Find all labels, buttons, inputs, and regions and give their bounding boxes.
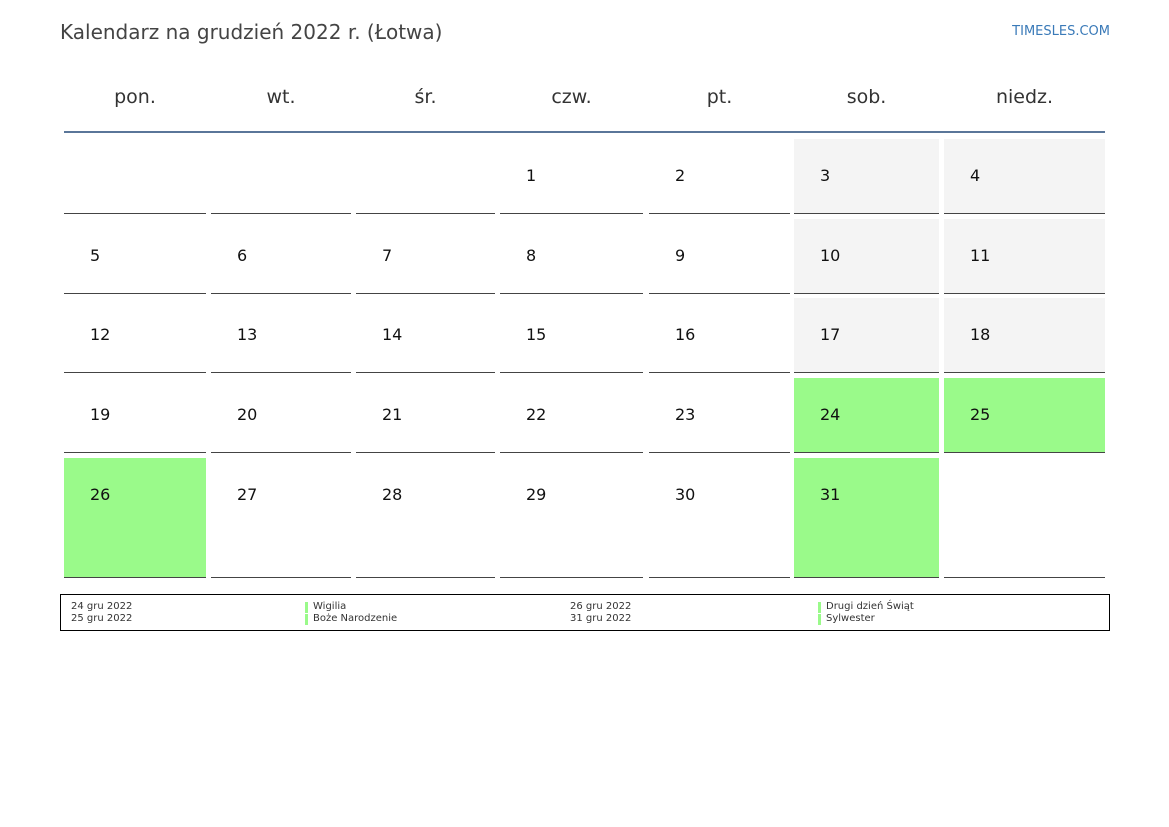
day-cell: 16: [649, 298, 790, 373]
day-number: 8: [526, 246, 537, 265]
weekday: śr.: [414, 86, 437, 108]
day-number: 27: [237, 485, 258, 504]
day-number: 11: [970, 246, 991, 265]
day-number: 24: [820, 405, 841, 424]
day-number: 5: [90, 246, 101, 265]
day-number: 12: [90, 325, 111, 344]
day-cell: 4: [944, 139, 1105, 214]
title: Kalendarz na grudzień 2022 r. (Łotwa): [60, 20, 443, 44]
day-cell: 5: [64, 219, 206, 294]
day-number: 30: [675, 485, 696, 504]
day-number: 7: [382, 246, 393, 265]
day-cell: 1: [500, 139, 643, 214]
holiday-name: Wigilia: [313, 601, 347, 612]
day-number: 23: [675, 405, 696, 424]
day-number: 13: [237, 325, 258, 344]
day-cell: 8: [500, 219, 643, 294]
day-cell: [944, 458, 1105, 578]
holiday-name: Sylwester: [826, 613, 875, 624]
day-number: 29: [526, 485, 547, 504]
day-cell: 6: [211, 219, 351, 294]
day-number: 19: [90, 405, 111, 424]
day-cell: 2: [649, 139, 790, 214]
holiday-name: Drugi dzień Świąt: [826, 601, 914, 612]
holiday-name: Boże Narodzenie: [313, 613, 398, 624]
day-cell: 22: [500, 378, 643, 453]
legend-box: 24 gru 2022 Wigilia 25 gru 2022 Boże Narodz…: [60, 594, 1110, 631]
holiday-date: 26 gru 2022: [570, 601, 632, 612]
day-cell: 12: [64, 298, 206, 373]
day-cell: 11: [944, 219, 1105, 294]
day-cell: 23: [649, 378, 790, 453]
day-number: 4: [970, 166, 981, 185]
day-number: 17: [820, 325, 841, 344]
day-cell: 19: [64, 378, 206, 453]
day-cell: 18: [944, 298, 1105, 373]
day-cell: 24: [794, 378, 939, 453]
weekday: czw.: [551, 86, 592, 108]
day-cell: 14: [356, 298, 495, 373]
day-number: 2: [675, 166, 686, 185]
day-cell: 13: [211, 298, 351, 373]
day-number: 20: [237, 405, 258, 424]
day-cell: [211, 139, 351, 214]
day-cell: [64, 139, 206, 214]
day-cell: 9: [649, 219, 790, 294]
header-rule: [64, 131, 1105, 133]
weekday: sob.: [846, 86, 887, 108]
day-cell: 21: [356, 378, 495, 453]
day-cell: 27: [211, 458, 351, 578]
day-number: 22: [526, 405, 547, 424]
day-number: 15: [526, 325, 547, 344]
holiday-date: 24 gru 2022: [71, 601, 133, 612]
brand-link[interactable]: TIMESLES.COM: [1012, 24, 1110, 39]
holiday-marker: [818, 614, 821, 625]
weekday: pt.: [706, 86, 733, 108]
holiday-marker: [818, 602, 821, 613]
day-cell: 30: [649, 458, 790, 578]
day-number: 6: [237, 246, 248, 265]
day-cell: 28: [356, 458, 495, 578]
day-number: 9: [675, 246, 686, 265]
day-cell: 3: [794, 139, 939, 214]
day-cell: 31: [794, 458, 939, 578]
weekday: pon.: [114, 86, 156, 108]
holiday-marker: [305, 602, 308, 613]
weekday: niedz.: [995, 86, 1054, 108]
day-cell: 26: [64, 458, 206, 578]
day-number: 28: [382, 485, 403, 504]
day-number: 18: [970, 325, 991, 344]
day-number: 16: [675, 325, 696, 344]
weekday: wt.: [266, 86, 296, 108]
day-number: 10: [820, 246, 841, 265]
day-number: 26: [90, 485, 111, 504]
day-number: 21: [382, 405, 403, 424]
day-number: 3: [820, 166, 831, 185]
holiday-date: 25 gru 2022: [71, 613, 133, 624]
day-number: 14: [382, 325, 403, 344]
day-number: 25: [970, 405, 991, 424]
day-cell: 20: [211, 378, 351, 453]
day-number: 1: [526, 166, 537, 185]
day-cell: 17: [794, 298, 939, 373]
day-number: 31: [820, 485, 841, 504]
holiday-date: 31 gru 2022: [570, 613, 632, 624]
holiday-marker: [305, 614, 308, 625]
day-cell: 25: [944, 378, 1105, 453]
day-cell: [356, 139, 495, 214]
day-cell: 15: [500, 298, 643, 373]
day-cell: 10: [794, 219, 939, 294]
day-cell: 7: [356, 219, 495, 294]
day-cell: 29: [500, 458, 643, 578]
